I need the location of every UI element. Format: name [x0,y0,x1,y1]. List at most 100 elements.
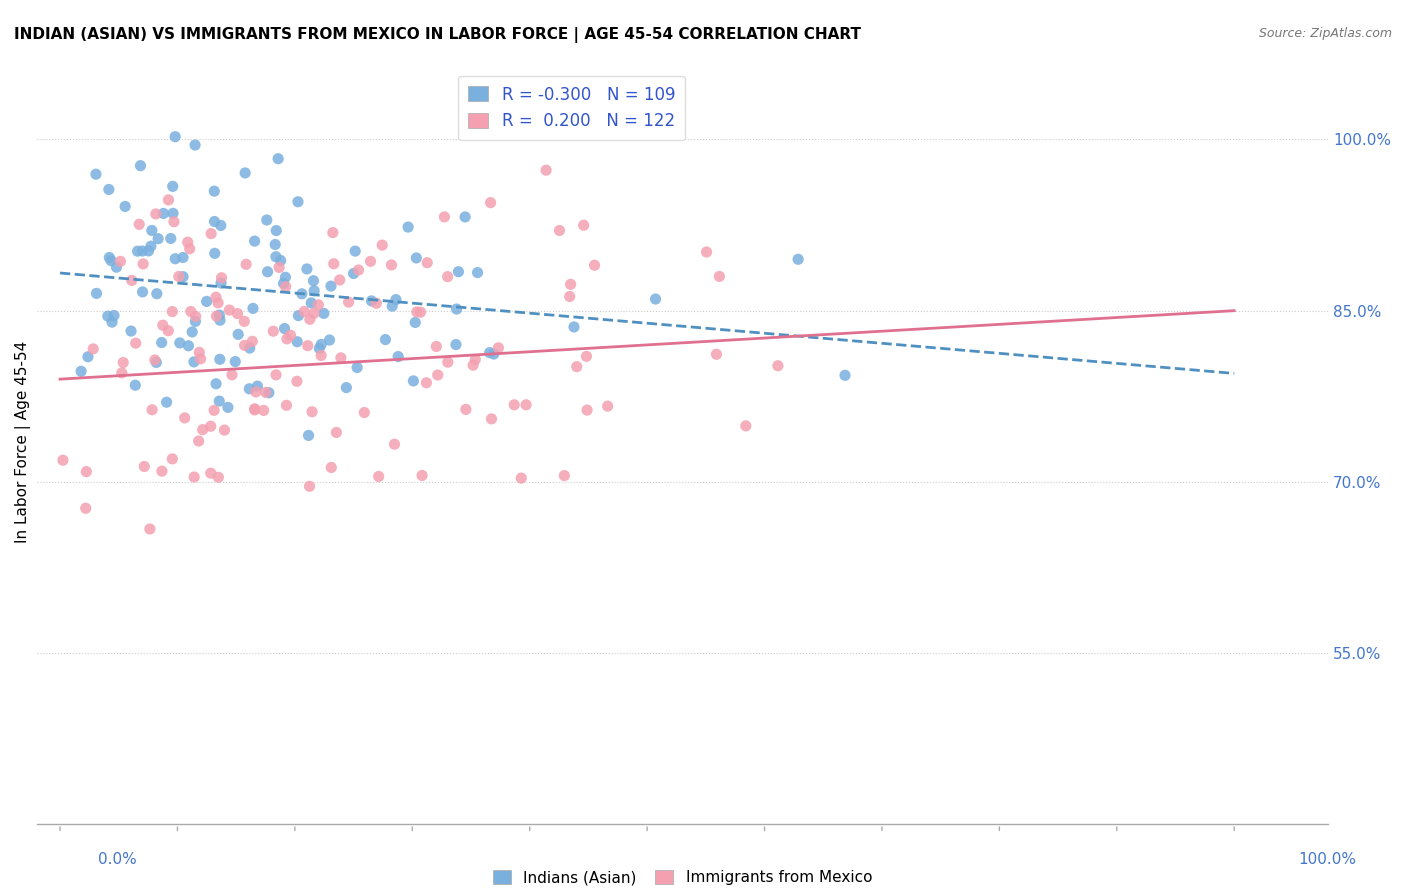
Point [181,325,204,339]
Point [70,364,93,378]
Point [180,304,202,318]
Point [120,324,142,338]
Point [128,217,150,231]
Point [596,399,619,413]
Point [145,355,167,369]
Point [706,347,728,361]
Point [77,350,100,364]
Point [200,227,222,241]
Point [243,403,266,417]
Point [127,244,149,259]
Point [131,244,153,258]
Point [141,402,163,417]
Point [433,210,456,224]
Point [205,376,228,391]
Point [515,398,537,412]
Point [307,298,329,312]
Point [295,261,318,276]
Point [299,296,322,310]
Point [287,194,309,209]
Point [162,206,184,220]
Point [162,451,184,466]
Point [273,321,295,335]
Point [205,290,228,304]
Point [297,339,319,353]
Point [143,353,166,368]
Point [190,351,212,366]
Point [562,320,585,334]
Point [371,238,394,252]
Point [510,471,533,485]
Point [309,349,332,363]
Point [243,401,266,416]
Point [291,286,314,301]
Point [396,220,419,235]
Point [183,470,205,484]
Point [202,184,225,198]
Point [245,384,267,399]
Point [209,276,232,290]
Point [366,296,388,310]
Point [114,199,136,213]
Point [318,333,340,347]
Point [209,313,232,327]
Point [436,269,458,284]
Point [172,251,194,265]
Point [224,354,246,368]
Point [344,244,367,258]
Point [425,339,447,353]
Point [262,324,284,338]
Point [242,301,264,316]
Point [179,242,201,256]
Point [834,368,856,383]
Point [84,167,107,181]
Point [479,195,502,210]
Point [575,349,598,363]
Point [138,244,160,258]
Point [312,306,335,320]
Point [134,459,156,474]
Point [103,309,125,323]
Point [285,334,308,349]
Text: 0.0%: 0.0% [98,852,138,867]
Point [269,260,291,275]
Point [374,333,396,347]
Point [132,257,155,271]
Point [253,403,276,417]
Point [298,479,321,493]
Point [157,324,180,338]
Point [444,337,467,351]
Point [184,310,207,324]
Point [226,307,249,321]
Point [162,304,184,318]
Point [211,270,233,285]
Text: INDIAN (ASIAN) VS IMMIGRANTS FROM MEXICO IN LABOR FORCE | AGE 45-54 CORRELATION : INDIAN (ASIAN) VS IMMIGRANTS FROM MEXICO… [14,27,860,43]
Point [257,385,280,400]
Point [217,401,239,415]
Point [302,284,325,298]
Point [101,315,124,329]
Point [200,466,222,480]
Point [205,309,228,323]
Point [184,314,207,328]
Point [467,266,489,280]
Point [405,251,427,265]
Point [264,368,287,382]
Point [342,267,364,281]
Point [447,265,470,279]
Point [322,226,344,240]
Point [233,314,256,328]
Point [195,294,218,309]
Point [411,468,433,483]
Point [86,286,108,301]
Point [246,379,269,393]
Point [150,335,173,350]
Point [188,345,211,359]
Point [208,352,231,367]
Point [110,254,132,268]
Point [124,378,146,392]
Point [75,465,97,479]
Point [159,231,181,245]
Point [208,394,231,409]
Point [385,293,408,307]
